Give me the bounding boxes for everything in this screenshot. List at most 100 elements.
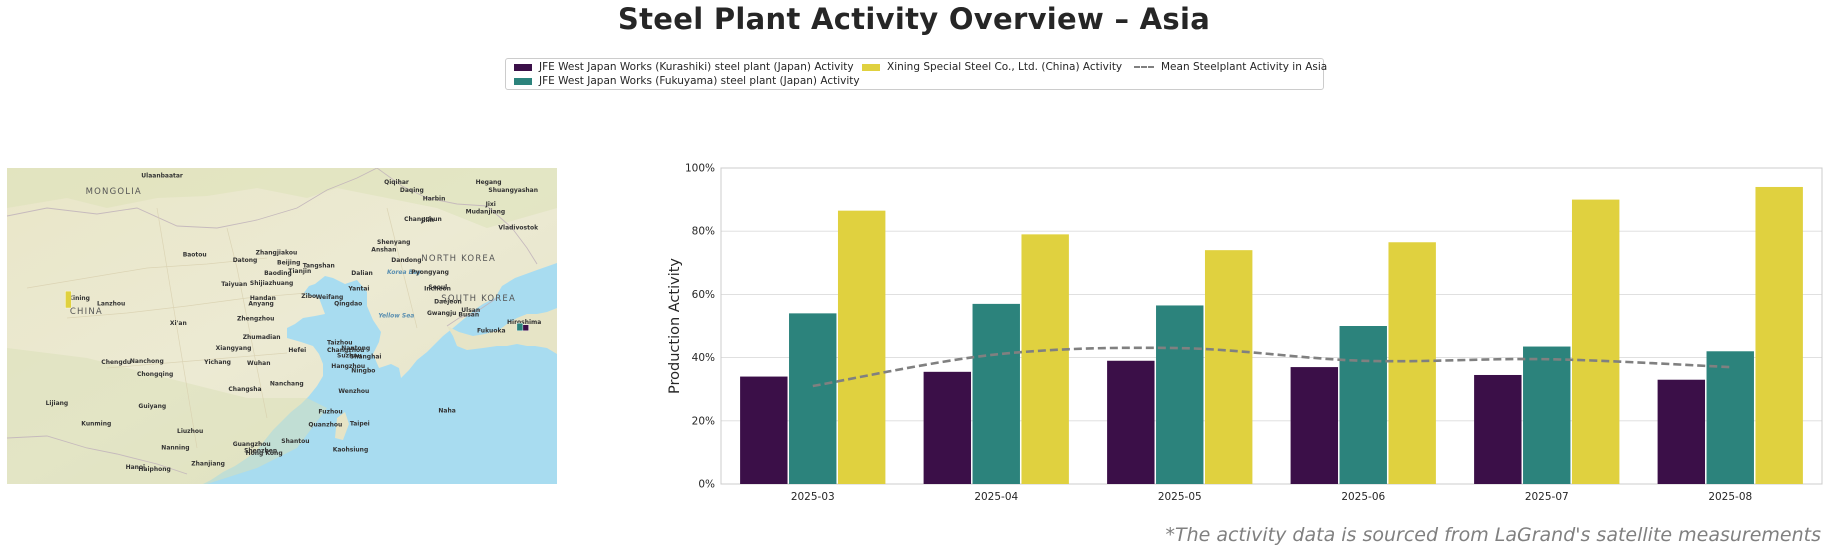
map-label-baoding: Baoding: [264, 270, 292, 277]
bar-xining-special-steel-co-ltd-china-activi-2025-04: [1021, 234, 1069, 484]
legend-swatch-fukuyama: [514, 77, 532, 85]
map-label-jixi: Jixi: [485, 201, 496, 208]
map-label-daejeon: Daejeon: [434, 298, 462, 305]
map-roads: [26, 207, 418, 449]
legend-item-xining: Xining Special Steel Co., Ltd. (China) A…: [862, 61, 1122, 73]
legend-label-mean: Mean Steelplant Activity in Asia: [1161, 61, 1328, 73]
x-tick-label-2025-07: 2025-07: [1525, 491, 1569, 503]
map-label-mudanjiang: Mudanjiang: [466, 209, 506, 216]
map-label-south-korea: SOUTH KOREA: [441, 294, 516, 304]
map-label-fukuoka: Fukuoka: [477, 328, 506, 335]
map-label-zhangjiakou: Zhangjiakou: [256, 250, 298, 257]
legend-swatch-xining: [862, 63, 880, 71]
map-label-zhumadian: Zhumadian: [243, 334, 281, 341]
map-marker-xining-special-steel-co-ltd[interactable]: [65, 290, 72, 309]
map-label-shenyang: Shenyang: [377, 239, 410, 246]
map-label-harbin: Harbin: [423, 196, 446, 203]
bar-jfe-west-japan-works-fukuyama-steel-plan-2025-04: [972, 303, 1020, 484]
map-label-qingdao: Qingdao: [334, 300, 362, 307]
map-label-korea-bay: Korea Bay: [387, 269, 422, 276]
legend-swatch-kurashiki: [514, 63, 532, 71]
legend-label-xining: Xining Special Steel Co., Ltd. (China) A…: [887, 61, 1123, 73]
map-label-weifang: Weifang: [316, 294, 344, 301]
map-label-nanchong: Nanchong: [130, 358, 164, 365]
map-label-yantai: Yantai: [347, 285, 369, 292]
map-taiwan: [335, 412, 349, 440]
map-label-xiangyang: Xiangyang: [216, 345, 252, 352]
map-label-kunming: Kunming: [81, 421, 111, 428]
map-label-pyongyang: Pyongyang: [411, 269, 449, 276]
map-label-taiyuan: Taiyuan: [221, 281, 247, 288]
map-label-xining: Xining: [68, 295, 90, 302]
map-label-guangzhou: Guangzhou: [233, 441, 271, 448]
map-label-hong-kong: Hong Kong: [246, 450, 283, 457]
bar-jfe-west-japan-works-fukuyama-steel-plan-2025-08: [1706, 351, 1754, 484]
legend-item-kurashiki: JFE West Japan Works (Kurashiki) steel p…: [514, 61, 854, 73]
bar-xining-special-steel-co-ltd-china-activi-2025-08: [1755, 186, 1803, 484]
map-label-hefei: Hefei: [288, 347, 306, 354]
map-label-taipei: Taipei: [350, 421, 370, 428]
x-tick-label-2025-03: 2025-03: [791, 491, 835, 503]
map-markers: [65, 290, 529, 331]
bar-jfe-west-japan-works-kurashiki-steel-pla-2025-04: [923, 371, 972, 484]
bar-xining-special-steel-co-ltd-china-activi-2025-06: [1388, 242, 1436, 484]
map-label-daqing: Daqing: [400, 187, 424, 194]
map-south-vegetation: [7, 348, 327, 484]
map-label-taizhou: Taizhou: [327, 339, 353, 346]
bar-jfe-west-japan-works-fukuyama-steel-plan-2025-05: [1156, 305, 1204, 484]
y-axis-label: Production Activity: [667, 258, 683, 394]
map-labels: Ulaanbaatar MONGOLIA CHINA Qiqihar Hegang Daq…: [46, 173, 542, 473]
map-korea-japan: [447, 308, 557, 354]
map-label-zibo: Zibo: [301, 293, 316, 300]
y-tick-label-20: 20%: [692, 415, 715, 427]
legend-label-fukuyama: JFE West Japan Works (Fukuyama) steel pl…: [539, 75, 860, 87]
map-label-dandong: Dandong: [391, 257, 421, 264]
map-label-yichang: Yichang: [203, 359, 231, 366]
map-marker-jfe-west-japan-works-kurashiki[interactable]: [522, 324, 529, 331]
map-label-incheon: Incheon: [424, 285, 451, 292]
map-label-seoul: Seoul: [428, 284, 447, 291]
bar-jfe-west-japan-works-kurashiki-steel-pla-2025-06: [1290, 367, 1339, 484]
legend-dash-mean: [1134, 66, 1154, 68]
page-title: Steel Plant Activity Overview – Asia: [617, 2, 1211, 36]
map-label-wenzhou: Wenzhou: [338, 388, 369, 395]
map-label-busan: Busan: [458, 311, 479, 318]
map-label-changzhou: Changzhou: [327, 347, 364, 354]
map-label-lanzhou: Lanzhou: [97, 300, 125, 307]
map-label-shenzhen: Shenzhen: [244, 448, 277, 455]
map-label-lijiang: Lijiang: [46, 400, 69, 407]
map-label-hiroshima: Hiroshima: [507, 319, 541, 326]
bar-jfe-west-japan-works-fukuyama-steel-plan-2025-06: [1339, 326, 1387, 484]
map-label-tianjin: Tianjin: [288, 268, 311, 275]
y-tick-label-60: 60%: [692, 289, 715, 301]
y-tick-label-100: 100%: [685, 163, 715, 175]
map-label-tangshan: Tangshan: [303, 263, 335, 270]
map-label-dalian: Dalian: [351, 270, 372, 277]
map-label-anyang: Anyang: [248, 300, 273, 307]
bar-jfe-west-japan-works-kurashiki-steel-pla-2025-03: [740, 376, 788, 484]
map-label-zhanjiang: Zhanjiang: [191, 461, 225, 468]
x-tick-label-2025-06: 2025-06: [1341, 491, 1385, 503]
map-marker-jfe-west-japan-works-fukuyama[interactable]: [516, 322, 524, 331]
map-label-anshan: Anshan: [371, 246, 396, 253]
map-label-ulsan: Ulsan: [461, 307, 480, 314]
mean-activity-line: [812, 346, 1731, 388]
map-label-shantou: Shantou: [281, 438, 309, 445]
y-tick-label-80: 80%: [692, 226, 715, 238]
map-label-baotou: Baotou: [183, 252, 207, 259]
map-label-xi-an: Xi'an: [170, 320, 187, 327]
bar-xining-special-steel-co-ltd-china-activi-2025-05: [1204, 250, 1253, 484]
asia-map[interactable]: Ulaanbaatar MONGOLIA CHINA Qiqihar Hegang Daq…: [7, 168, 557, 484]
map-label-kaohsiung: Kaohsiung: [333, 447, 369, 454]
map-label-ningbo: Ningbo: [351, 368, 375, 375]
map-label-changchun: Changchun: [404, 216, 442, 223]
map-label-liuzhou: Liuzhou: [177, 428, 203, 435]
bar-jfe-west-japan-works-kurashiki-steel-pla-2025-08: [1657, 379, 1706, 484]
map-label-jilin: Jilin: [420, 217, 434, 224]
map-borders: [7, 168, 538, 475]
map-label-shuangyashan: Shuangyashan: [488, 187, 538, 194]
footnote: *The activity data is sourced from LaGra…: [1165, 524, 1821, 546]
y-tick-label-0: 0%: [698, 479, 715, 491]
map-label-mongolia: MONGOLIA: [86, 187, 142, 197]
map-label-nanning: Nanning: [161, 444, 189, 451]
